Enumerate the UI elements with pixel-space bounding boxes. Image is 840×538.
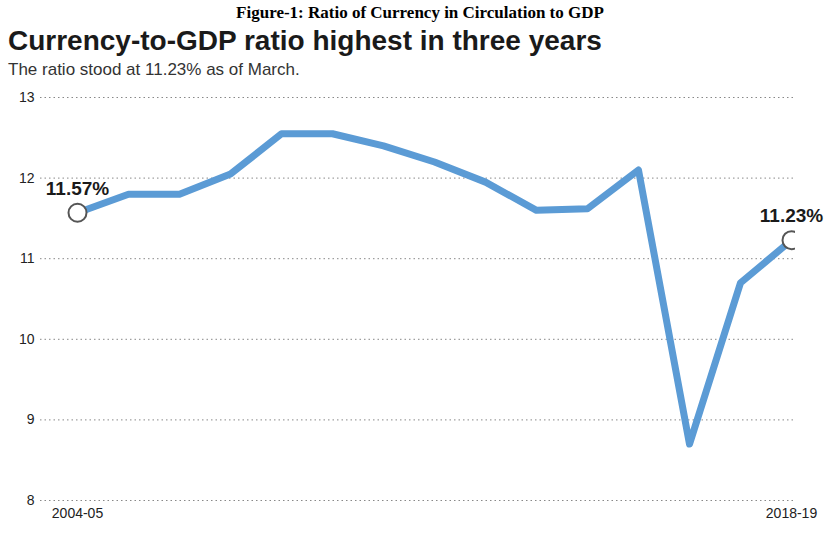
svg-text:2018-19: 2018-19 <box>766 505 818 521</box>
svg-text:2004-05: 2004-05 <box>52 505 104 521</box>
svg-text:10: 10 <box>19 331 35 347</box>
svg-text:8: 8 <box>27 492 35 508</box>
svg-text:11.57%: 11.57% <box>46 178 109 199</box>
html-text:Figure-1: Ratio of Currency in: Figure-1: Ratio of Currency in Circulati… <box>236 3 604 22</box>
svg-text:11.23%: 11.23% <box>760 205 823 226</box>
svg-text:13: 13 <box>19 89 35 105</box>
svg-text:9: 9 <box>27 411 35 427</box>
svg-text:11: 11 <box>20 250 35 266</box>
html-text:Currency-to-GDP ratio highest: Currency-to-GDP ratio highest in three y… <box>8 25 602 56</box>
html-text:The ratio stood at 11.23% as o: The ratio stood at 11.23% as of March. <box>8 60 300 79</box>
svg-text:12: 12 <box>19 170 35 186</box>
